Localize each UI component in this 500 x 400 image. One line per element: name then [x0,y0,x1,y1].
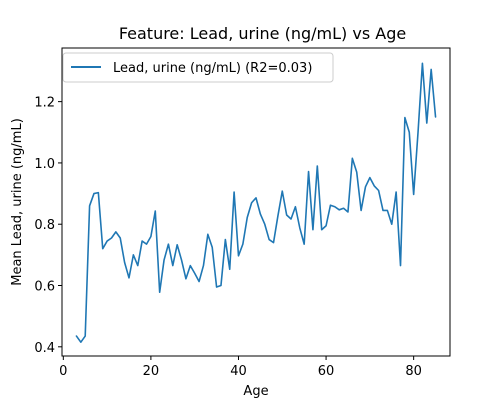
x-tick-label: 40 [230,364,247,379]
x-tick-label: 0 [59,364,67,379]
legend-label: Lead, urine (ng/mL) (R2=0.03) [113,61,312,76]
y-tick-label: 0.8 [34,218,55,233]
plot-area [76,63,435,342]
y-tick-label: 0.6 [34,280,55,295]
y-tick-label: 1.2 [34,96,55,111]
axes-frame [62,48,450,356]
x-tick-label: 20 [143,364,160,379]
y-tick-label: 1.0 [34,157,55,172]
series-line-0 [76,63,435,342]
y-axis-title: Mean Lead, urine (ng/mL) [10,118,25,286]
y-tick-label: 0.4 [34,341,55,356]
x-tick-label: 60 [318,364,335,379]
chart-title: Feature: Lead, urine (ng/mL) vs Age [119,24,406,43]
x-tick-label: 80 [405,364,422,379]
legend: Lead, urine (ng/mL) (R2=0.03) [63,53,333,82]
x-axis-title: Age [243,384,268,399]
